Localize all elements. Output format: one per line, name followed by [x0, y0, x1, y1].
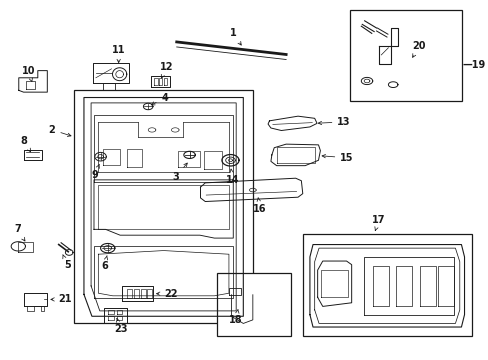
- Text: 17: 17: [371, 215, 385, 231]
- Text: 11: 11: [112, 45, 125, 63]
- Text: 3: 3: [172, 163, 187, 182]
- Text: 2: 2: [49, 125, 71, 136]
- Text: 6: 6: [101, 256, 107, 271]
- Text: 7: 7: [14, 225, 25, 241]
- Bar: [302, 234, 471, 336]
- Bar: [349, 10, 461, 101]
- Text: 18: 18: [229, 309, 243, 325]
- Text: 12: 12: [159, 62, 173, 78]
- Text: 14: 14: [225, 169, 239, 185]
- Bar: [74, 90, 252, 323]
- Text: —19: —19: [461, 59, 485, 69]
- Bar: [217, 273, 290, 336]
- Text: 10: 10: [21, 66, 35, 82]
- Text: 4: 4: [151, 93, 168, 105]
- Text: 1: 1: [229, 28, 241, 45]
- Text: 23: 23: [114, 318, 127, 334]
- Text: 15: 15: [322, 153, 353, 163]
- Text: 22: 22: [156, 289, 178, 299]
- Text: 20: 20: [412, 41, 425, 57]
- Text: 16: 16: [253, 198, 266, 214]
- Text: 13: 13: [318, 117, 350, 127]
- Text: 5: 5: [62, 255, 71, 270]
- Text: 21: 21: [51, 294, 72, 305]
- Text: 9: 9: [91, 164, 99, 180]
- Text: 8: 8: [20, 136, 31, 152]
